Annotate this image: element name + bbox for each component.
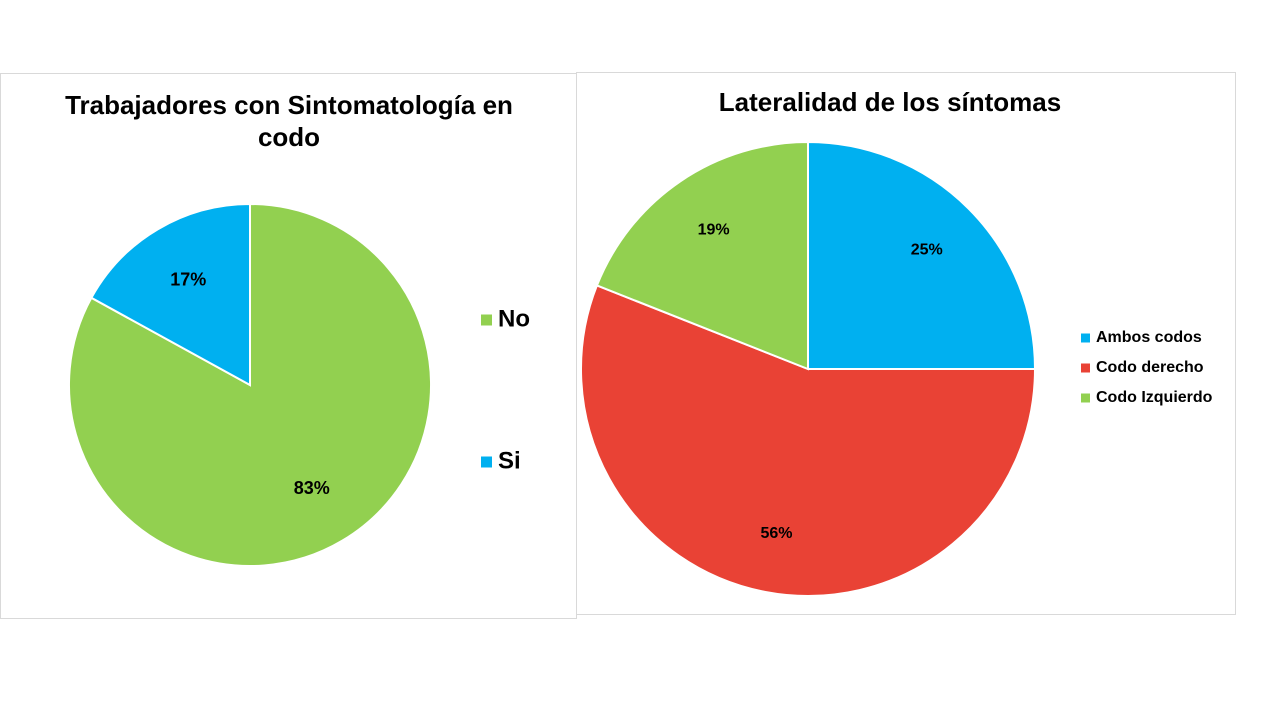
chart-title-line: Lateralidad de los síntomas (719, 87, 1061, 117)
legend-swatch-si (481, 456, 492, 468)
data-label-no: 83% (294, 478, 330, 498)
legend-label-si: Si (498, 447, 521, 474)
chart-title-line: Trabajadores con Sintomatología en (65, 90, 513, 120)
pie-slice-si (90, 202, 251, 387)
data-label-codo-izquierdo: 19% (698, 221, 730, 238)
legend-label-codo-derecho: Codo derecho (1096, 359, 1204, 376)
pie-slice-codo-izquierdo (595, 140, 809, 371)
pie-slice-ambos-codos (807, 140, 1037, 370)
pie-slice-codo-derecho (580, 284, 1037, 597)
data-label-ambos-codos: 25% (911, 241, 943, 258)
legend-label-codo-izquierdo: Codo Izquierdo (1096, 389, 1213, 406)
legend-swatch-no (481, 314, 492, 326)
legend-swatch-ambos-codos (1081, 333, 1090, 343)
legend-label-ambos-codos: Ambos codos (1096, 329, 1202, 346)
legend-label-no: No (498, 305, 530, 332)
data-label-codo-derecho: 56% (761, 525, 793, 542)
legend-swatch-codo-izquierdo (1081, 393, 1090, 403)
legend-swatch-codo-derecho (1081, 363, 1090, 373)
data-label-si: 17% (170, 269, 206, 289)
chart-title-line: codo (258, 122, 320, 152)
pie-chart-lateralidad: Lateralidad de los síntomas 25% 56% 19% Ambo… (580, 87, 1213, 597)
chart-panel-lateralidad: Lateralidad de los síntomas 25% 56% 19% Ambo… (576, 72, 1236, 615)
chart-panel-sintomatologia: Trabajadores con Sintomatología en codo 83… (0, 73, 577, 619)
